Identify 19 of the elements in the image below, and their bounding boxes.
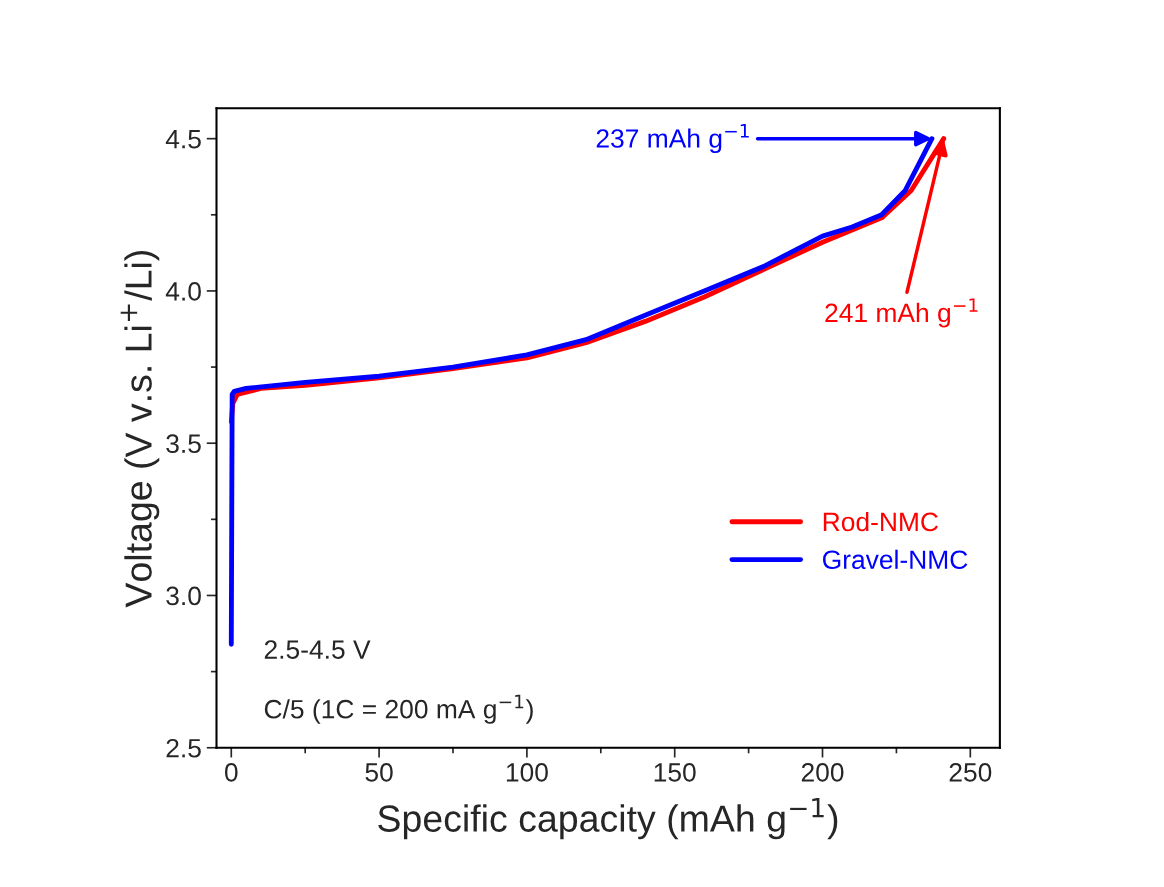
y-tick-label: 3.5: [166, 434, 201, 454]
y-tick-label: 4.5: [165, 130, 201, 149]
annotation: 241 mAh g$^{−1}$: [825, 298, 978, 328]
x-tick-label: 100: [506, 763, 548, 782]
y-axis-title: Voltage (V v.s. Li$^{+}$/Li): [120, 250, 160, 608]
y-tick-label: 3.0: [166, 586, 201, 606]
x-tick-label: 250: [949, 763, 992, 782]
annotation: C/5 (1C = 200 mA g$^{−1}$): [264, 694, 533, 724]
y-tick-label: 2.5: [166, 738, 201, 758]
x-tick-label: 50: [365, 763, 393, 782]
x-tick-label: 0: [224, 763, 238, 782]
x-tick-label: 150: [654, 763, 696, 782]
annotation: 2.5-4.5 V: [264, 640, 371, 659]
x-axis-title: Specific capacity (mAh g$^{−1}$): [378, 798, 838, 840]
legend-label: Rod-NMC: [823, 511, 938, 532]
x-tick-label: 200: [801, 763, 844, 782]
annotation: 237 mAh g$^{−1}$: [596, 124, 749, 154]
y-tick-label: 4.0: [165, 282, 201, 301]
legend-label: Gravel-NMC: [823, 549, 968, 570]
